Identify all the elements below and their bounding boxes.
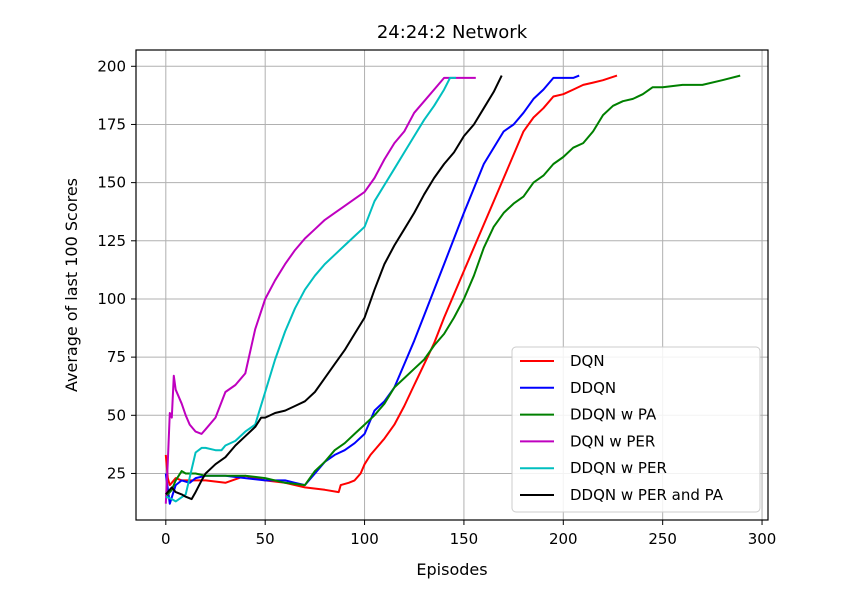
series-line-5 <box>165 76 456 503</box>
series-line-3 <box>165 74 741 498</box>
grid-lines <box>136 50 768 520</box>
legend-label: DQN <box>570 352 605 370</box>
y-tick-label: 175 <box>97 115 126 133</box>
y-axis-label: Average of last 100 Scores <box>62 178 81 392</box>
series-line-6 <box>165 75 503 501</box>
legend-label: DQN w PER <box>570 432 655 450</box>
y-tick-label: 125 <box>97 232 126 250</box>
x-axis-ticks: 0 50 100 150 200 250 300 <box>161 520 776 548</box>
chart-title: 24:24:2 Network <box>377 22 528 43</box>
plot-series <box>164 74 741 505</box>
y-tick-label: 100 <box>97 290 126 308</box>
legend-label: DDQN w PER <box>570 459 667 477</box>
legend-box <box>511 346 761 513</box>
x-tick-label: 50 <box>256 530 275 548</box>
y-axis-ticks: 25 50 75 100 125 150 175 200 <box>97 57 136 482</box>
x-tick-label: 200 <box>549 530 578 548</box>
x-tick-label: 150 <box>450 530 479 548</box>
legend-label: DDQN <box>570 379 616 397</box>
series-line-4 <box>164 76 476 504</box>
y-tick-label: 75 <box>107 348 126 366</box>
y-tick-label: 25 <box>107 464 126 482</box>
x-tick-label: 100 <box>350 530 379 548</box>
y-tick-label: 200 <box>97 57 126 75</box>
x-tick-label: 300 <box>748 530 777 548</box>
y-tick-label: 150 <box>97 174 126 192</box>
series-line-1 <box>164 74 618 494</box>
x-axis-label: Episodes <box>416 560 487 579</box>
legend: DQN DDQN DDQN w PA DQN w PER DDQN w PER DDQN … <box>511 346 761 513</box>
y-tick-label: 50 <box>107 406 126 424</box>
plot-area-frame <box>135 49 769 521</box>
legend-label: DDQN w PER and PA <box>570 486 724 504</box>
x-tick-label: 250 <box>648 530 677 548</box>
legend-label: DDQN w PA <box>570 406 657 424</box>
x-tick-label: 0 <box>161 530 171 548</box>
